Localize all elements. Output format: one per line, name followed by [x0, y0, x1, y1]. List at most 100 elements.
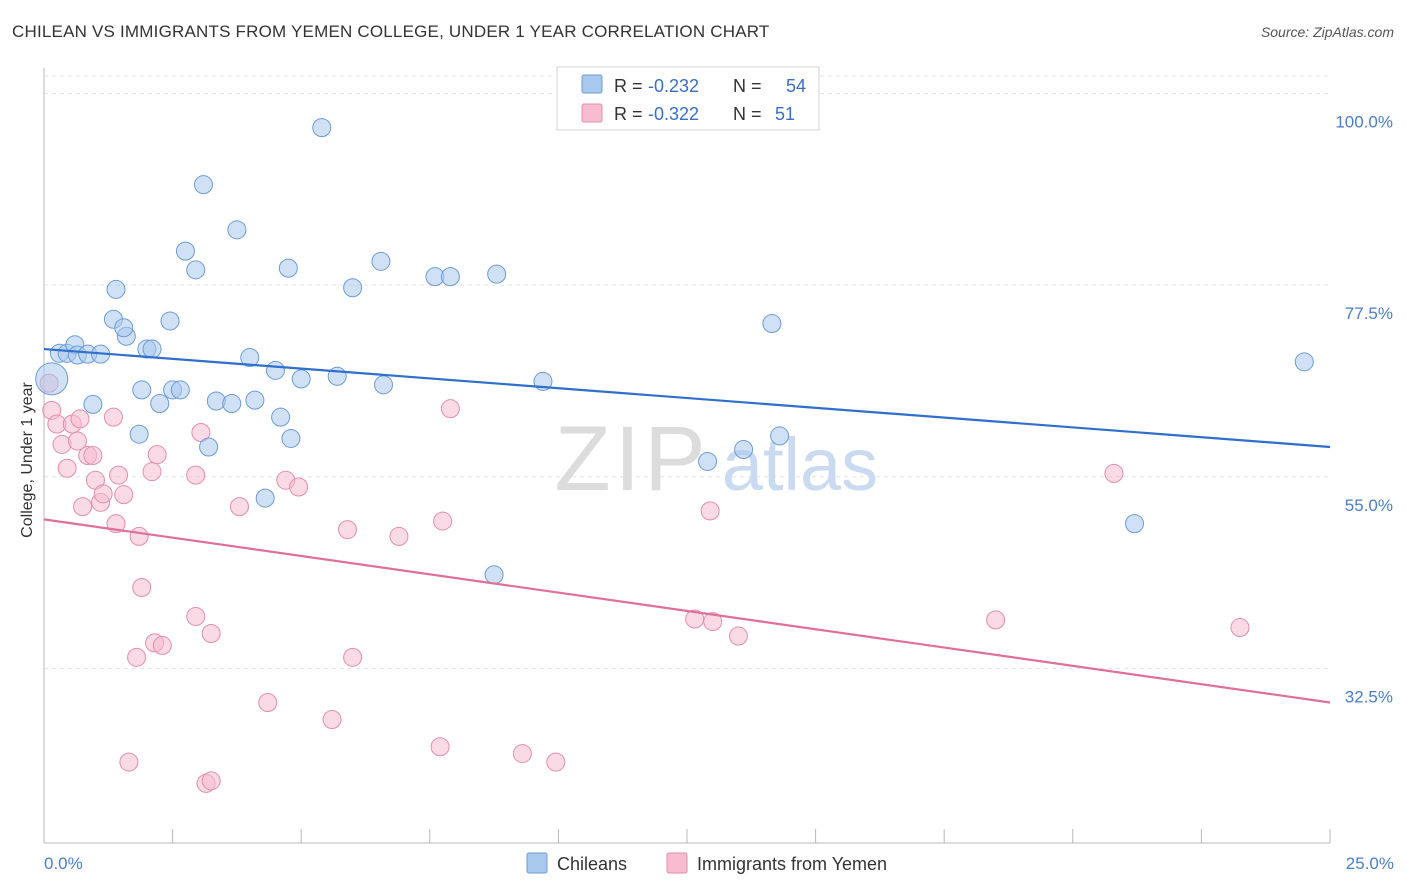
scatter-point — [728, 626, 748, 646]
scatter-point — [374, 375, 394, 395]
scatter-point — [93, 484, 113, 504]
y-tick-label: 32.5% — [1345, 687, 1393, 706]
scatter-point — [186, 606, 206, 626]
scatter-point — [67, 431, 87, 451]
scatter-point — [132, 578, 152, 598]
scatter-point — [271, 407, 291, 427]
y-tick-label: 55.0% — [1345, 496, 1393, 515]
trend-lines — [43, 347, 1331, 704]
scatter-point — [222, 394, 242, 414]
scatter-point — [343, 647, 363, 667]
scatter-point — [129, 424, 149, 444]
gridlines — [44, 75, 1330, 669]
scatter-point — [240, 348, 260, 368]
scatter-point — [114, 318, 134, 338]
scatter-point — [245, 390, 265, 410]
scatter-point — [255, 488, 275, 508]
scatter-point — [1294, 352, 1314, 372]
x-axis-ticks — [43, 829, 1331, 843]
series-chileans-points — [35, 118, 1314, 585]
scatter-point — [389, 526, 409, 546]
scatter-point — [229, 497, 249, 517]
legend-r-label-yemen: R = — [614, 104, 643, 124]
scatter-point — [371, 251, 391, 271]
scatter-point — [129, 526, 149, 546]
bottom-legend-swatch-yemen — [666, 852, 688, 874]
scatter-point — [484, 565, 504, 585]
scatter-point — [703, 612, 723, 632]
x-tick-label-min: 0.0% — [44, 854, 83, 873]
scatter-point — [83, 446, 103, 465]
scatter-point — [278, 258, 298, 278]
legend-r-value-chileans: -0.232 — [648, 76, 699, 96]
trend-line — [43, 347, 1331, 449]
scatter-point — [147, 445, 167, 465]
scatter-point — [433, 511, 453, 531]
scatter-point — [127, 647, 147, 667]
legend-r-label-chileans: R = — [614, 76, 643, 96]
scatter-point — [289, 477, 309, 497]
legend-n-value-chileans: 54 — [786, 76, 806, 96]
scatter-point — [440, 399, 460, 419]
scatter-point — [265, 360, 285, 380]
scatter-point — [142, 339, 162, 359]
scatter-point — [142, 462, 162, 482]
y-tick-label: 100.0% — [1335, 113, 1393, 132]
y-axis-label: College, Under 1 year — [19, 382, 36, 538]
scatter-point — [152, 635, 172, 655]
scatter-point — [114, 485, 134, 505]
scatter-point — [201, 623, 221, 643]
scatter-point — [1230, 618, 1250, 638]
scatter-point — [258, 692, 278, 712]
scatter-point — [35, 362, 69, 396]
scatter-point — [700, 501, 720, 521]
scatter-point — [106, 279, 126, 299]
legend-r-value-yemen: -0.322 — [648, 104, 699, 124]
bottom-legend-label-chileans: Chileans — [557, 854, 627, 874]
bottom-legend-label-yemen: Immigrants from Yemen — [697, 854, 887, 874]
scatter-point — [430, 737, 450, 757]
bottom-legend-swatch-chileans — [526, 852, 548, 874]
trend-line — [43, 518, 1331, 704]
scatter-point — [83, 394, 103, 414]
scatter-point — [986, 610, 1006, 630]
scatter-point — [160, 311, 180, 331]
scatter-point — [322, 710, 342, 730]
scatter-point — [193, 175, 213, 195]
chart-title: CHILEAN VS IMMIGRANTS FROM YEMEN COLLEGE… — [12, 22, 770, 41]
scatter-point — [52, 434, 72, 454]
legend-swatch-yemen — [581, 103, 603, 123]
scatter-point — [57, 458, 77, 478]
scatter-point — [199, 437, 219, 457]
scatter-point — [109, 465, 129, 485]
legend-swatch-chileans — [581, 74, 603, 94]
scatter-point — [103, 407, 123, 427]
scatter-point — [698, 451, 718, 471]
scatter-point — [201, 771, 221, 791]
legend-box: R = -0.232 N = 54 R = -0.322 N = 51 — [556, 66, 820, 131]
series-immigrants-from-yemen-points — [39, 373, 1250, 793]
scatter-point — [70, 409, 90, 429]
source-credit: Source: ZipAtlas.com — [1260, 24, 1394, 40]
watermark-zip: ZIP — [554, 408, 709, 510]
watermark-atlas: atlas — [722, 423, 878, 506]
scatter-point — [770, 426, 790, 446]
scatter-point — [1104, 463, 1124, 483]
y-tick-labels: 32.5% 55.0% 77.5% 100.0% — [1335, 113, 1393, 707]
scatter-point — [170, 380, 190, 400]
scatter-point — [175, 241, 195, 261]
scatter-point — [487, 264, 507, 284]
scatter-point — [734, 440, 754, 460]
scatter-point — [281, 428, 301, 448]
scatter-point — [186, 465, 206, 485]
scatter-point — [150, 394, 170, 414]
scatter-point — [337, 520, 357, 540]
scatter-point — [762, 313, 782, 333]
legend-n-label-chileans: N = — [733, 76, 762, 96]
scatter-point — [1125, 514, 1145, 534]
scatter-point — [227, 220, 247, 240]
scatter-point — [186, 260, 206, 280]
scatter-point — [440, 267, 460, 287]
scatter-point — [291, 369, 311, 389]
